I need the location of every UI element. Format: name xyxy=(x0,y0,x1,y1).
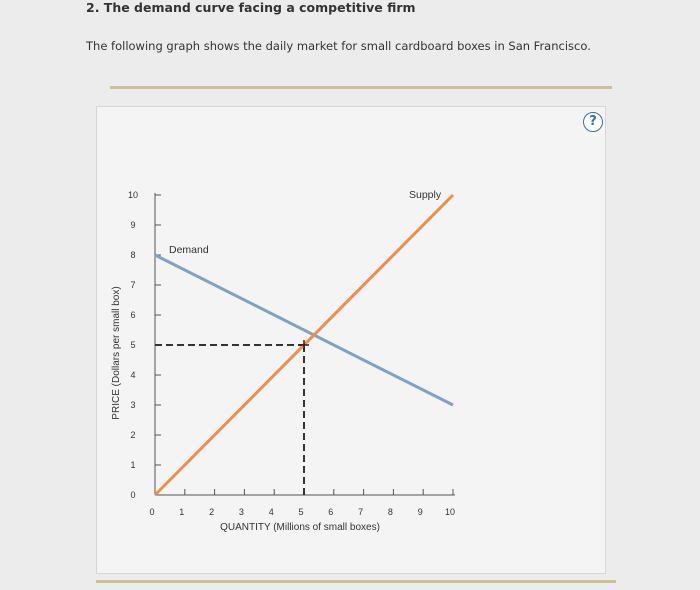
x-tick-label-4: 4 xyxy=(269,507,274,517)
x-tick-label-1: 1 xyxy=(179,507,184,517)
x-tick-label-0: 0 xyxy=(149,507,154,517)
y-tick-label-10: 10 xyxy=(128,190,138,200)
y-tick-label-4: 4 xyxy=(130,370,135,380)
y-tick-label-8: 8 xyxy=(130,250,135,260)
y-tick-label-6: 6 xyxy=(130,310,135,320)
y-tick-label-2: 2 xyxy=(130,430,135,440)
x-tick-label-3: 3 xyxy=(239,507,244,517)
y-tick-label-5: 5 xyxy=(130,340,135,350)
x-tick-label-7: 7 xyxy=(358,507,363,517)
y-axis-title: PRICE (Dollars per small box) xyxy=(111,286,122,419)
divider-bottom xyxy=(96,580,616,583)
y-tick-label-0: 0 xyxy=(130,490,135,500)
x-tick-label-5: 5 xyxy=(298,507,303,517)
y-tick-label-7: 7 xyxy=(130,280,135,290)
x-axis-title: QUANTITY (Millions of small boxes) xyxy=(220,522,380,533)
question-title: 2. The demand curve facing a competitive… xyxy=(86,0,416,15)
graph-panel xyxy=(96,106,606,574)
help-button[interactable]: ? xyxy=(583,112,603,132)
y-tick-label-9: 9 xyxy=(130,220,135,230)
demand-curve xyxy=(154,253,454,407)
x-tick-label-10: 10 xyxy=(445,507,455,517)
x-tick-label-8: 8 xyxy=(388,507,393,517)
question-description: The following graph shows the daily mark… xyxy=(86,39,591,53)
y-tick-label-3: 3 xyxy=(130,400,135,410)
supply-label: Supply xyxy=(409,189,442,201)
demand-label: Demand xyxy=(169,244,209,256)
x-tick-label-2: 2 xyxy=(209,507,214,517)
y-tick-label-1: 1 xyxy=(130,460,135,470)
x-tick-label-9: 9 xyxy=(418,507,423,517)
divider xyxy=(110,86,612,89)
x-tick-label-6: 6 xyxy=(328,507,333,517)
